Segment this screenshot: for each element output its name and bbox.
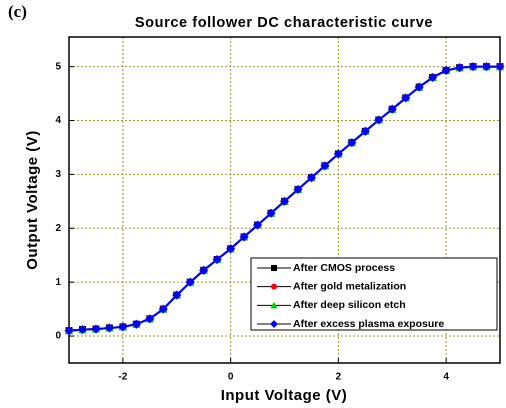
- marker: [306, 173, 316, 183]
- plot-frame: [68, 36, 501, 364]
- y-axis-label: Output Voltage (V): [24, 130, 41, 270]
- marker: [91, 324, 101, 334]
- marker: [347, 138, 357, 148]
- marker: [481, 62, 492, 72]
- marker: [495, 62, 505, 72]
- marker: [172, 290, 182, 300]
- marker: [266, 208, 276, 218]
- marker: [401, 93, 411, 103]
- marker: [64, 326, 74, 336]
- marker: [118, 322, 128, 332]
- x-axis-label: Input Voltage (V): [221, 387, 348, 404]
- marker: [441, 65, 451, 75]
- chart-title: Source follower DC characteristic curve: [135, 15, 433, 31]
- marker: [360, 126, 370, 136]
- marker: [270, 320, 278, 328]
- marker: [414, 82, 424, 92]
- legend-label: After CMOS process: [293, 262, 395, 274]
- marker: [333, 149, 343, 159]
- y-tick-label: 0: [55, 331, 61, 342]
- marker: [212, 254, 222, 265]
- y-tick-label: 2: [55, 223, 61, 234]
- marker: [279, 196, 290, 206]
- marker: [226, 244, 236, 254]
- marker: [131, 319, 141, 329]
- marker: [293, 184, 303, 195]
- marker: [387, 104, 397, 114]
- marker: [374, 115, 384, 125]
- marker: [239, 232, 249, 242]
- y-tick-label: 3: [55, 169, 61, 180]
- marker: [77, 325, 88, 335]
- marker: [320, 161, 330, 171]
- marker: [271, 283, 277, 290]
- marker: [455, 63, 465, 73]
- panel-label: (c): [8, 2, 27, 21]
- y-tick-label: 5: [55, 61, 61, 72]
- x-tick-label: -2: [118, 372, 127, 383]
- marker: [271, 265, 277, 271]
- x-tick-label: 2: [336, 372, 342, 383]
- legend-label: After gold metalization: [293, 280, 406, 292]
- marker: [104, 323, 114, 333]
- x-tick-label: 0: [228, 372, 234, 383]
- legend-box: [250, 257, 498, 331]
- marker: [145, 314, 155, 324]
- y-tick-label: 4: [55, 115, 61, 126]
- legend-label: After deep silicon etch: [293, 299, 406, 311]
- legend-label: After excess plasma exposure: [293, 318, 444, 330]
- marker: [428, 72, 438, 82]
- marker: [199, 265, 209, 275]
- marker: [468, 62, 478, 72]
- marker: [158, 304, 168, 314]
- marker: [185, 277, 195, 287]
- x-tick-label: 4: [443, 372, 449, 383]
- y-tick-label: 1: [55, 277, 61, 288]
- marker: [253, 220, 263, 230]
- marker: [270, 301, 278, 309]
